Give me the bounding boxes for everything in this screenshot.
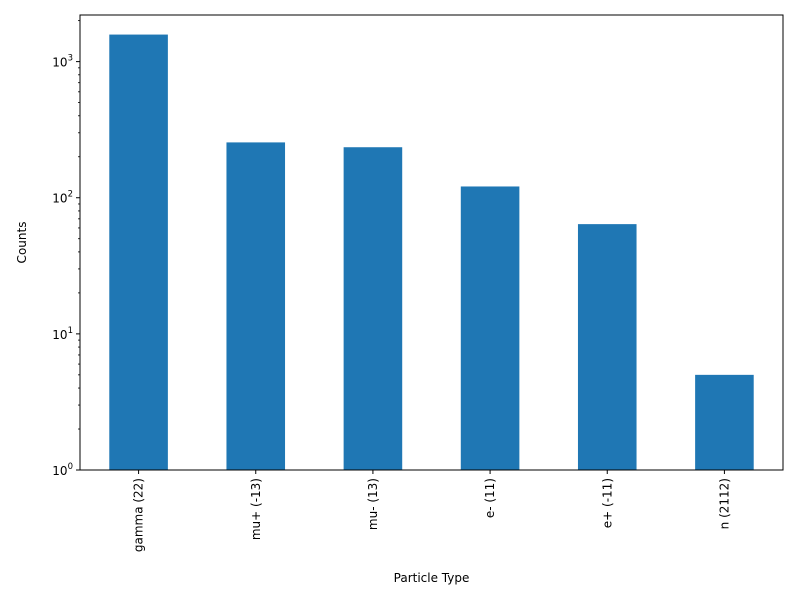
bar-4: [577, 224, 637, 470]
x-axis-title: Particle Type: [394, 571, 470, 585]
y-tick-label-1: 101: [52, 326, 73, 342]
bar-3: [460, 186, 520, 471]
x-tick-label-3: e- (11): [483, 478, 497, 518]
y-axis-ticks: 100 101 102 103: [52, 20, 80, 478]
plot-frame: [79, 14, 784, 471]
y-tick-label-3: 103: [52, 54, 73, 70]
x-axis-ticks: gamma (22) mu+ (-13) mu- (13) e- (11) e+ (-1…: [132, 470, 731, 552]
y-tick-label-2: 102: [52, 190, 73, 206]
y-axis-title: Counts: [15, 222, 29, 264]
x-tick-label-0: gamma (22): [132, 478, 146, 552]
x-tick-label-4: e+ (-11): [600, 478, 614, 528]
y-tick-label-0: 100: [52, 462, 73, 478]
bar-5: [695, 374, 754, 470]
bar-0: [109, 34, 168, 470]
bars-layer: [109, 34, 754, 471]
x-tick-label-5: n (2112): [717, 478, 731, 529]
x-tick-label-2: mu- (13): [366, 478, 380, 530]
bar-2: [343, 147, 403, 470]
x-tick-label-1: mu+ (-13): [249, 478, 263, 540]
bar-1: [226, 142, 286, 470]
